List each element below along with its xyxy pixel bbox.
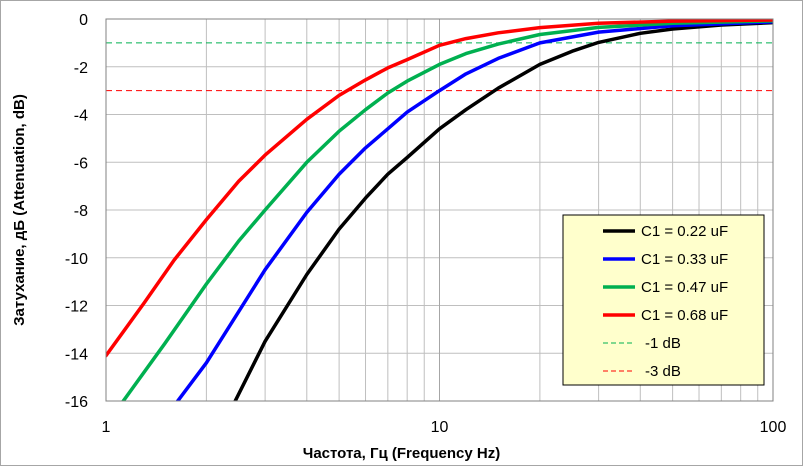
y-tick-label: 0: [79, 12, 88, 29]
y-axis-title: Затухание, дБ (Attenuation, dB): [11, 94, 28, 326]
x-tick-label: 1: [102, 419, 111, 436]
x-tick-label: 100: [760, 419, 787, 436]
legend-label: C1 = 0.68 uF: [641, 307, 728, 324]
legend-label: C1 = 0.33 uF: [641, 251, 728, 268]
x-axis-title: Частота, Гц (Frequency Hz): [303, 445, 500, 462]
y-tick-label: -12: [65, 299, 88, 316]
legend-label: -1 dB: [645, 335, 681, 352]
legend: C1 = 0.22 uF C1 = 0.33 uF C1 = 0.47 uF C1 =…: [562, 214, 765, 386]
legend-label: C1 = 0.22 uF: [641, 223, 728, 240]
tick-labels: 0 -2 -4 -6 -8 -10 -12 -14 -16 1 10 100: [65, 12, 787, 436]
y-tick-label: -2: [74, 60, 88, 77]
y-tick-label: -6: [74, 155, 88, 172]
series-line: [233, 20, 773, 401]
series-line: [106, 19, 773, 358]
x-tick-label: 10: [431, 419, 449, 436]
legend-label: C1 = 0.47 uF: [641, 279, 728, 296]
legend-label: -3 dB: [645, 363, 681, 380]
series-line: [175, 20, 773, 401]
legend-box: [562, 214, 765, 386]
y-tick-label: -10: [65, 251, 88, 268]
series-line: [121, 19, 773, 401]
series-lines: [106, 19, 773, 401]
y-tick-label: -14: [65, 346, 88, 363]
y-tick-label: -8: [74, 203, 88, 220]
plot-area-border: [105, 18, 774, 402]
y-tick-label: -16: [65, 394, 88, 411]
y-tick-label: -4: [74, 108, 88, 125]
